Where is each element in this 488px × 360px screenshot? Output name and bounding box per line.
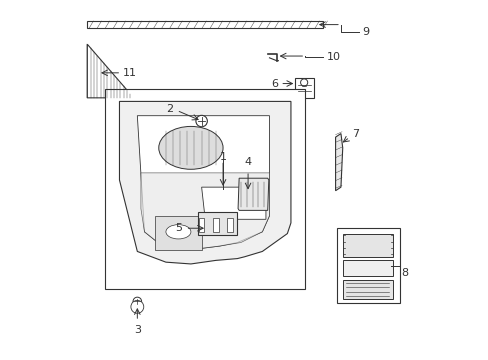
- Bar: [198, 212, 237, 235]
- Text: 3: 3: [134, 325, 141, 335]
- Text: 9: 9: [362, 27, 369, 37]
- Bar: [342, 234, 392, 257]
- Text: 8: 8: [401, 268, 408, 278]
- Text: 11: 11: [123, 68, 137, 78]
- Ellipse shape: [159, 126, 223, 169]
- Text: 6: 6: [271, 78, 278, 89]
- Circle shape: [300, 79, 307, 86]
- Polygon shape: [238, 178, 268, 210]
- Circle shape: [196, 115, 207, 127]
- Bar: [198, 217, 204, 232]
- Bar: [294, 78, 313, 98]
- Bar: [87, 21, 323, 28]
- Polygon shape: [201, 187, 265, 219]
- Bar: [105, 89, 305, 289]
- Text: 10: 10: [326, 52, 340, 62]
- Polygon shape: [119, 102, 290, 264]
- Text: 4: 4: [244, 157, 251, 167]
- Circle shape: [131, 300, 143, 313]
- Bar: [213, 217, 218, 232]
- Text: 5: 5: [175, 223, 182, 233]
- Ellipse shape: [165, 225, 190, 239]
- Bar: [227, 217, 233, 232]
- Text: 2: 2: [165, 104, 173, 113]
- Bar: [342, 260, 392, 276]
- Polygon shape: [155, 216, 201, 249]
- Polygon shape: [87, 44, 134, 98]
- Text: 1: 1: [219, 152, 226, 162]
- Polygon shape: [137, 116, 269, 249]
- Text: 7: 7: [351, 129, 358, 139]
- Polygon shape: [141, 173, 269, 249]
- Polygon shape: [335, 134, 342, 191]
- Bar: [337, 228, 399, 303]
- Bar: [342, 280, 392, 298]
- Circle shape: [133, 297, 142, 306]
